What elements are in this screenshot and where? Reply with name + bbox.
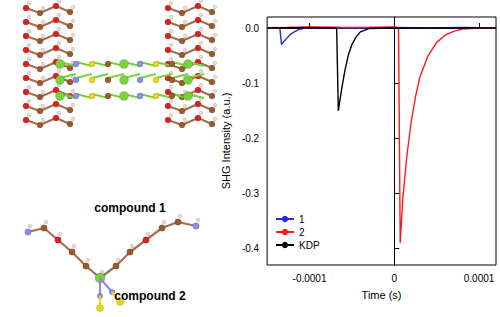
svg-text:2: 2: [299, 227, 305, 238]
svg-text:1: 1: [299, 214, 305, 225]
svg-text:Time (s): Time (s): [362, 289, 402, 301]
svg-text:0: 0: [391, 273, 397, 284]
svg-text:compound 2: compound 2: [114, 289, 186, 303]
svg-text:SHG Intensity (a.u.): SHG Intensity (a.u.): [220, 93, 232, 190]
svg-text:-0.3: -0.3: [242, 188, 260, 199]
svg-text:compound 1: compound 1: [94, 201, 166, 215]
svg-text:-0.1: -0.1: [242, 78, 260, 89]
svg-text:-0.0001: -0.0001: [293, 273, 327, 284]
svg-text:KDP: KDP: [299, 240, 320, 251]
svg-text:-0.4: -0.4: [242, 243, 260, 254]
svg-text:0.0001: 0.0001: [464, 273, 495, 284]
svg-text:-0.2: -0.2: [242, 133, 260, 144]
svg-text:0.0: 0.0: [245, 23, 259, 34]
